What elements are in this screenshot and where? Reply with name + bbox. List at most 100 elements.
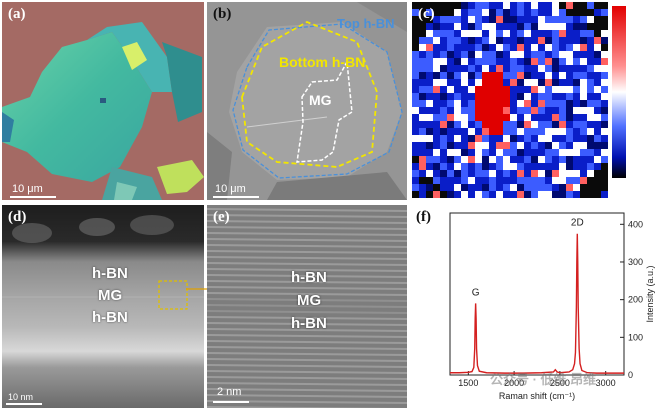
map-pixel (447, 51, 454, 58)
map-pixel (538, 149, 545, 156)
y-tick-label: 300 (628, 257, 643, 267)
map-pixel (468, 114, 475, 121)
map-pixel (489, 114, 496, 121)
map-pixel (468, 121, 475, 128)
map-pixel (426, 23, 433, 30)
map-pixel (538, 142, 545, 149)
map-pixel (447, 121, 454, 128)
map-pixel (482, 163, 489, 170)
map-pixel (531, 177, 538, 184)
map-pixel (566, 107, 573, 114)
map-pixel (454, 135, 461, 142)
map-pixel (447, 191, 454, 198)
map-pixel (559, 163, 566, 170)
map-pixel (461, 23, 468, 30)
map-pixel (552, 184, 559, 191)
map-pixel (559, 9, 566, 16)
map-pixel (510, 100, 517, 107)
map-pixel (496, 121, 503, 128)
map-pixel (517, 184, 524, 191)
map-pixel (489, 51, 496, 58)
map-pixel (468, 184, 475, 191)
map-pixel (538, 65, 545, 72)
map-pixel (552, 86, 559, 93)
scale-label-e: 2 nm (217, 386, 242, 398)
map-pixel (468, 191, 475, 198)
map-pixel (573, 72, 580, 79)
map-pixel (580, 93, 587, 100)
map-pixel (601, 114, 608, 121)
map-pixel (489, 72, 496, 79)
map-pixel (580, 23, 587, 30)
map-pixel (461, 58, 468, 65)
map-pixel (559, 16, 566, 23)
map-pixel (482, 51, 489, 58)
map-pixel (587, 170, 594, 177)
map-pixel (482, 114, 489, 121)
map-pixel (454, 51, 461, 58)
map-pixel (580, 51, 587, 58)
map-pixel (524, 23, 531, 30)
map-pixel (426, 107, 433, 114)
map-pixel (489, 156, 496, 163)
map-pixel (510, 191, 517, 198)
map-pixel (573, 107, 580, 114)
map-pixel (573, 128, 580, 135)
map-pixel (412, 107, 419, 114)
map-pixel (461, 100, 468, 107)
map-pixel (412, 142, 419, 149)
x-tick-label: 1500 (458, 378, 478, 388)
map-pixel (601, 128, 608, 135)
map-pixel (524, 170, 531, 177)
map-pixel (510, 177, 517, 184)
map-pixel (601, 79, 608, 86)
map-pixel (461, 149, 468, 156)
map-pixel (503, 2, 510, 9)
map-pixel (587, 72, 594, 79)
lattice-fringe (207, 286, 407, 290)
map-pixel (510, 44, 517, 51)
map-pixel (419, 93, 426, 100)
map-pixel (573, 156, 580, 163)
lattice-fringe (207, 250, 407, 254)
map-pixel (566, 191, 573, 198)
map-pixel (538, 30, 545, 37)
map-pixel (531, 2, 538, 9)
map-pixel (440, 65, 447, 72)
map-pixel (475, 177, 482, 184)
map-pixel (496, 86, 503, 93)
map-pixel (566, 177, 573, 184)
map-pixel (468, 9, 475, 16)
map-pixel (566, 156, 573, 163)
map-pixel (517, 191, 524, 198)
map-pixel (573, 135, 580, 142)
x-tick-label: 2500 (550, 378, 570, 388)
map-pixel (601, 149, 608, 156)
map-cells (412, 2, 608, 198)
map-pixel (475, 100, 482, 107)
map-pixel (524, 184, 531, 191)
panel-b: (b) Top h-BN Bottom h-BN MG 10 μm (207, 2, 407, 200)
map-pixel (496, 142, 503, 149)
map-pixel (552, 58, 559, 65)
map-pixel (566, 170, 573, 177)
map-pixel (545, 93, 552, 100)
map-pixel (503, 184, 510, 191)
map-pixel (461, 177, 468, 184)
lattice-fringe (207, 292, 407, 296)
map-pixel (573, 65, 580, 72)
map-pixel (440, 23, 447, 30)
map-pixel (566, 149, 573, 156)
y-tick-label: 100 (628, 332, 643, 342)
map-pixel (433, 65, 440, 72)
map-pixel (517, 44, 524, 51)
map-pixel (580, 142, 587, 149)
map-pixel (545, 30, 552, 37)
map-pixel (517, 177, 524, 184)
map-pixel (552, 142, 559, 149)
map-pixel (538, 44, 545, 51)
map-pixel (538, 58, 545, 65)
map-pixel (482, 2, 489, 9)
map-pixel (412, 163, 419, 170)
map-pixel (545, 170, 552, 177)
